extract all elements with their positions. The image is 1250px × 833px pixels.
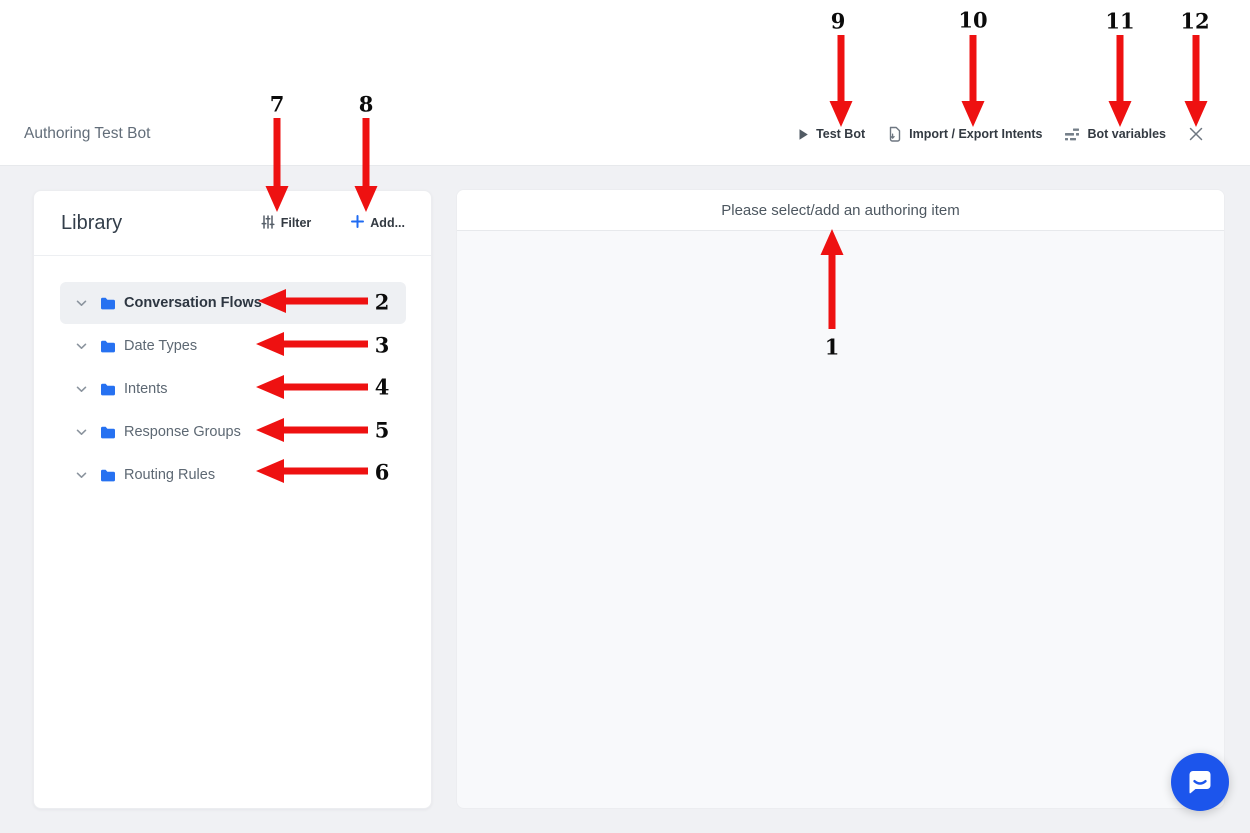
library-item-label: Routing Rules <box>124 467 216 483</box>
import-export-intents-button[interactable]: Import / Export Intents <box>887 126 1042 143</box>
add-label: Add... <box>370 216 405 230</box>
library-item-response-groups[interactable]: Response Groups <box>60 411 406 453</box>
plus-icon <box>351 215 365 231</box>
close-icon <box>1188 126 1204 142</box>
close-button[interactable] <box>1188 126 1204 142</box>
import-export-intents-label: Import / Export Intents <box>909 127 1043 141</box>
annotation-arrow-12 <box>1184 35 1208 127</box>
empty-state-message: Please select/add an authoring item <box>457 190 1224 231</box>
header-actions: Test Bot Import / Export Intents <box>798 120 1204 148</box>
library-item-label: Conversation Flows <box>124 295 262 311</box>
annotation-arrow-9 <box>829 35 853 127</box>
filter-label: Filter <box>280 216 312 230</box>
folder-icon <box>100 297 116 310</box>
chat-launcher-button[interactable] <box>1171 753 1229 811</box>
chevron-down-icon[interactable] <box>76 300 87 307</box>
library-item-conversation-flows[interactable]: Conversation Flows <box>60 282 406 324</box>
annotation-number-8: 8 <box>358 91 374 117</box>
library-controls: Filter Add... <box>261 214 405 232</box>
chevron-down-icon[interactable] <box>76 472 87 479</box>
chevron-down-icon[interactable] <box>76 343 87 350</box>
chevron-down-icon[interactable] <box>76 386 87 393</box>
bot-variables-label: Bot variables <box>1087 127 1166 141</box>
library-panel: Library Filter <box>33 190 432 809</box>
library-item-intents[interactable]: Intents <box>60 368 406 410</box>
variables-icon <box>1064 128 1080 141</box>
play-icon <box>798 128 809 141</box>
library-item-routing-rules[interactable]: Routing Rules <box>60 454 406 496</box>
bot-variables-button[interactable]: Bot variables <box>1064 127 1166 141</box>
annotation-number-9: 9 <box>830 8 846 34</box>
library-item-label: Intents <box>124 381 168 397</box>
filter-sliders-icon <box>261 214 275 232</box>
annotation-number-11: 11 <box>1105 8 1135 34</box>
chevron-down-icon[interactable] <box>76 429 87 436</box>
page-title: Authoring Test Bot <box>24 125 151 142</box>
library-header: Library Filter <box>34 191 431 256</box>
annotation-arrow-10 <box>961 35 985 127</box>
annotation-number-7: 7 <box>269 91 285 117</box>
library-item-date-types[interactable]: Date Types <box>60 325 406 367</box>
authoring-main-panel: Please select/add an authoring item <box>456 189 1225 809</box>
test-bot-button[interactable]: Test Bot <box>798 127 865 141</box>
folder-icon <box>100 340 116 353</box>
chat-bubble-icon <box>1185 767 1215 797</box>
folder-icon <box>100 469 116 482</box>
library-title: Library <box>61 211 123 234</box>
folder-icon <box>100 383 116 396</box>
test-bot-label: Test Bot <box>816 127 866 141</box>
annotation-number-12: 12 <box>1180 8 1210 34</box>
filter-button[interactable]: Filter <box>261 214 312 232</box>
file-import-export-icon <box>887 126 902 143</box>
library-item-label: Response Groups <box>124 424 241 440</box>
add-button[interactable]: Add... <box>351 215 405 231</box>
library-tree: Conversation Flows Date Types Intents <box>34 256 431 496</box>
library-item-label: Date Types <box>124 338 198 354</box>
annotation-number-10: 10 <box>958 7 988 33</box>
folder-icon <box>100 426 116 439</box>
annotation-arrow-11 <box>1108 35 1132 127</box>
